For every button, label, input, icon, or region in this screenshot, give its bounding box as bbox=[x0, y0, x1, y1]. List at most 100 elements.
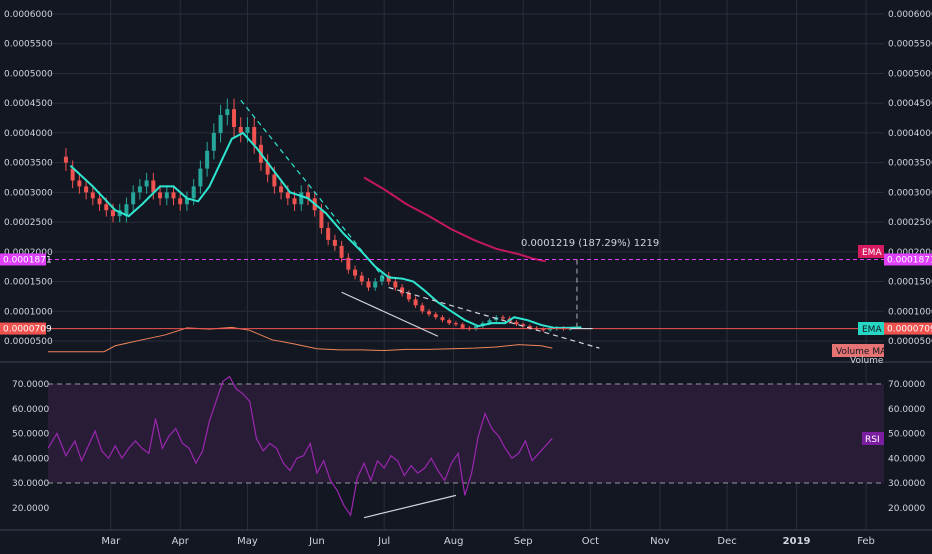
price-tick-label: 0.0000500 bbox=[888, 337, 932, 347]
candle-body bbox=[70, 168, 75, 181]
candle-body bbox=[366, 281, 371, 288]
candle-body bbox=[238, 126, 243, 133]
candle-body bbox=[198, 168, 203, 187]
time-axis[interactable]: Mar Apr May Jun Jul Aug Sep Oct Nov Dec 2019 Feb bbox=[0, 529, 932, 547]
trendline-1 bbox=[388, 286, 600, 349]
price-tick-label: 0.0005500 bbox=[4, 40, 53, 50]
price-tick-label: 0.0003500 bbox=[4, 159, 53, 169]
price-tick-label: 0.0006000 bbox=[888, 10, 932, 20]
candle-body bbox=[279, 186, 284, 193]
price-tick-label: 0.0005000 bbox=[888, 69, 932, 79]
candle-body bbox=[379, 275, 384, 282]
candle-body bbox=[232, 109, 237, 127]
time-tick-label: Feb bbox=[857, 536, 875, 547]
rsi-axis-right[interactable]: 70.0000 60.0000 50.0000 40.0000 30.0000 20.00… bbox=[888, 380, 925, 514]
candle-body bbox=[97, 198, 102, 205]
time-tick-label: May bbox=[237, 536, 258, 547]
trendline-2 bbox=[341, 291, 439, 337]
candle-body bbox=[514, 321, 519, 325]
price-tick-label: 0.0002000 bbox=[888, 248, 932, 258]
candle-body bbox=[285, 192, 290, 199]
trendline-0 bbox=[240, 99, 385, 279]
candles bbox=[63, 98, 573, 332]
current-price-tag-right bbox=[884, 322, 932, 335]
time-tick-label: Jun bbox=[308, 536, 325, 547]
rsi-grid bbox=[48, 383, 884, 484]
ema-slow-line bbox=[363, 176, 546, 263]
candle-body bbox=[63, 156, 68, 163]
volume-layer bbox=[48, 326, 553, 353]
rsi-band bbox=[48, 384, 884, 483]
candle-body bbox=[339, 245, 344, 258]
candle-body bbox=[305, 192, 310, 199]
candle-body bbox=[346, 257, 351, 270]
target-price-tag bbox=[0, 253, 46, 266]
candle-body bbox=[420, 305, 425, 312]
price-plot-area bbox=[48, 0, 884, 361]
candle-body bbox=[433, 314, 438, 318]
ema-fast-tag bbox=[858, 322, 884, 335]
measure-label: 0.0001219 (187.29%) 1219 bbox=[521, 238, 659, 249]
candle-body bbox=[487, 320, 492, 324]
time-tick-label: Jul bbox=[377, 536, 390, 547]
time-tick-label: Oct bbox=[582, 536, 599, 547]
current-price-label-right: 0.0000709 bbox=[887, 325, 932, 335]
candle-body bbox=[104, 204, 109, 211]
ema-fast-tag-label: EMA bbox=[862, 325, 882, 335]
target-price-tag-right bbox=[884, 253, 932, 266]
price-tick-label: 0.0003000 bbox=[888, 188, 932, 198]
candle-body bbox=[386, 275, 391, 282]
candle-body bbox=[299, 192, 304, 205]
price-tick-label: 0.0001500 bbox=[4, 278, 53, 288]
candle-body bbox=[272, 174, 277, 187]
price-tick-label: 0.0005000 bbox=[4, 69, 53, 79]
candle-body bbox=[319, 210, 324, 229]
candle-body bbox=[171, 192, 176, 199]
candle-body bbox=[84, 186, 89, 193]
candle-body bbox=[332, 239, 337, 246]
candle-body bbox=[191, 186, 196, 199]
candle-body bbox=[326, 228, 331, 240]
price-tick-label: 0.0002500 bbox=[888, 218, 932, 228]
rsi-tag bbox=[862, 432, 884, 445]
price-tick-label: 0.0006000 bbox=[4, 10, 53, 20]
candle-body bbox=[110, 210, 115, 217]
rsi-tick-label: 30.0000 bbox=[888, 479, 925, 489]
volume-ma-tag-label: Volume MA bbox=[836, 347, 887, 357]
target-price-label-right: 0.0001871 bbox=[887, 255, 932, 265]
rsi-tick-label: 70.0000 bbox=[12, 380, 49, 390]
rsi-tick-label: 40.0000 bbox=[12, 454, 49, 464]
price-axis-right[interactable]: 0.0006000 0.0005500 0.0005000 0.0004500 0.00… bbox=[884, 10, 932, 347]
rsi-tick-label: 20.0000 bbox=[888, 504, 925, 514]
candle-body bbox=[218, 115, 223, 133]
trendlines bbox=[240, 99, 600, 349]
candle-body bbox=[521, 324, 526, 327]
ema-slow-tag bbox=[858, 245, 884, 258]
rsi-tick-label: 60.0000 bbox=[12, 405, 49, 415]
price-tick-label: 0.0005500 bbox=[888, 40, 932, 50]
price-tick-label: 0.0004500 bbox=[888, 99, 932, 109]
candle-body bbox=[447, 320, 452, 324]
price-tick-label: 0.0002000 bbox=[4, 248, 53, 258]
candle-body bbox=[151, 180, 156, 193]
ema-fast-line bbox=[69, 131, 582, 329]
candle-body bbox=[373, 281, 378, 288]
candle-body bbox=[474, 326, 479, 330]
candle-body bbox=[90, 192, 95, 199]
rsi-lines bbox=[47, 375, 553, 519]
price-tick-label: 0.0001000 bbox=[4, 307, 53, 317]
price-tick-label: 0.0000500 bbox=[4, 337, 53, 347]
axis-tags: EMA EMA Volume MA Volume RSI bbox=[832, 245, 887, 445]
current-price-label: 0.0000709 bbox=[3, 325, 52, 335]
time-tick-label: Dec bbox=[717, 536, 736, 547]
candle-body bbox=[413, 299, 418, 306]
rsi-tick-label: 60.0000 bbox=[888, 405, 925, 415]
rsi-pane[interactable]: 70.0000 60.0000 50.0000 40.0000 30.0000 20.00… bbox=[12, 375, 925, 519]
candle-body bbox=[453, 323, 458, 325]
candle-body bbox=[541, 329, 546, 331]
candle-body bbox=[77, 180, 82, 187]
candle-body bbox=[252, 126, 257, 145]
candle-body bbox=[131, 192, 136, 205]
candle-body bbox=[427, 311, 432, 315]
